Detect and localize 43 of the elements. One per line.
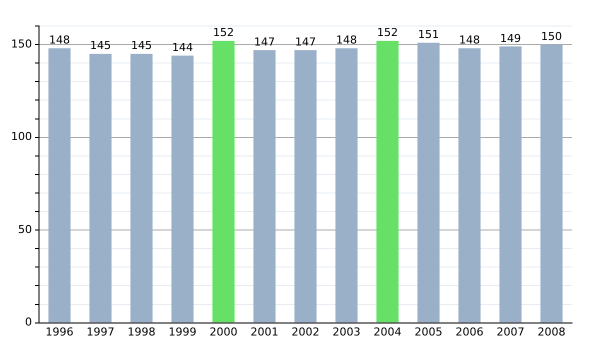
bar xyxy=(253,50,276,322)
bar xyxy=(335,48,358,322)
x-tick-label: 1996 xyxy=(45,325,74,338)
data-label: 145 xyxy=(130,39,152,52)
data-label: 147 xyxy=(295,35,316,48)
x-tick-label: 2008 xyxy=(538,325,566,338)
data-label: 148 xyxy=(459,34,480,47)
bar xyxy=(48,48,71,322)
data-label: 145 xyxy=(90,39,111,52)
x-tick-label: 2002 xyxy=(292,325,320,338)
x-tick-label: 1999 xyxy=(168,325,196,338)
data-label: 152 xyxy=(212,26,234,40)
x-tick-label: 1998 xyxy=(127,325,156,338)
data-label: 148 xyxy=(48,34,70,47)
data-label: 150 xyxy=(541,30,562,43)
bar xyxy=(89,54,112,322)
y-tick-label: 0 xyxy=(24,316,32,329)
x-tick-label: 2003 xyxy=(332,325,360,338)
bar xyxy=(171,56,194,322)
data-label: 147 xyxy=(254,35,275,48)
data-label: 149 xyxy=(500,32,521,45)
x-tick-label: 2005 xyxy=(414,325,442,338)
x-tick-label: 2000 xyxy=(209,325,238,338)
data-label: 151 xyxy=(418,28,439,42)
bar xyxy=(130,54,153,322)
data-label: 148 xyxy=(336,34,357,47)
data-label: 144 xyxy=(172,41,193,54)
x-tick-label: 2001 xyxy=(250,325,278,338)
bar xyxy=(458,48,481,322)
x-tick-label: 1997 xyxy=(86,325,114,338)
bar xyxy=(212,40,235,322)
x-tick-label: 2006 xyxy=(456,325,484,338)
y-tick-label: 150 xyxy=(10,37,32,50)
data-label: 152 xyxy=(377,26,398,40)
x-tick-label: 2007 xyxy=(496,325,524,338)
bar xyxy=(499,46,522,322)
bar xyxy=(540,44,563,322)
y-tick-label: 50 xyxy=(18,222,32,236)
bar xyxy=(294,50,317,322)
y-tick-label: 100 xyxy=(10,130,32,144)
x-tick-label: 2004 xyxy=(374,325,402,338)
bar xyxy=(376,40,399,322)
bar xyxy=(417,42,440,322)
